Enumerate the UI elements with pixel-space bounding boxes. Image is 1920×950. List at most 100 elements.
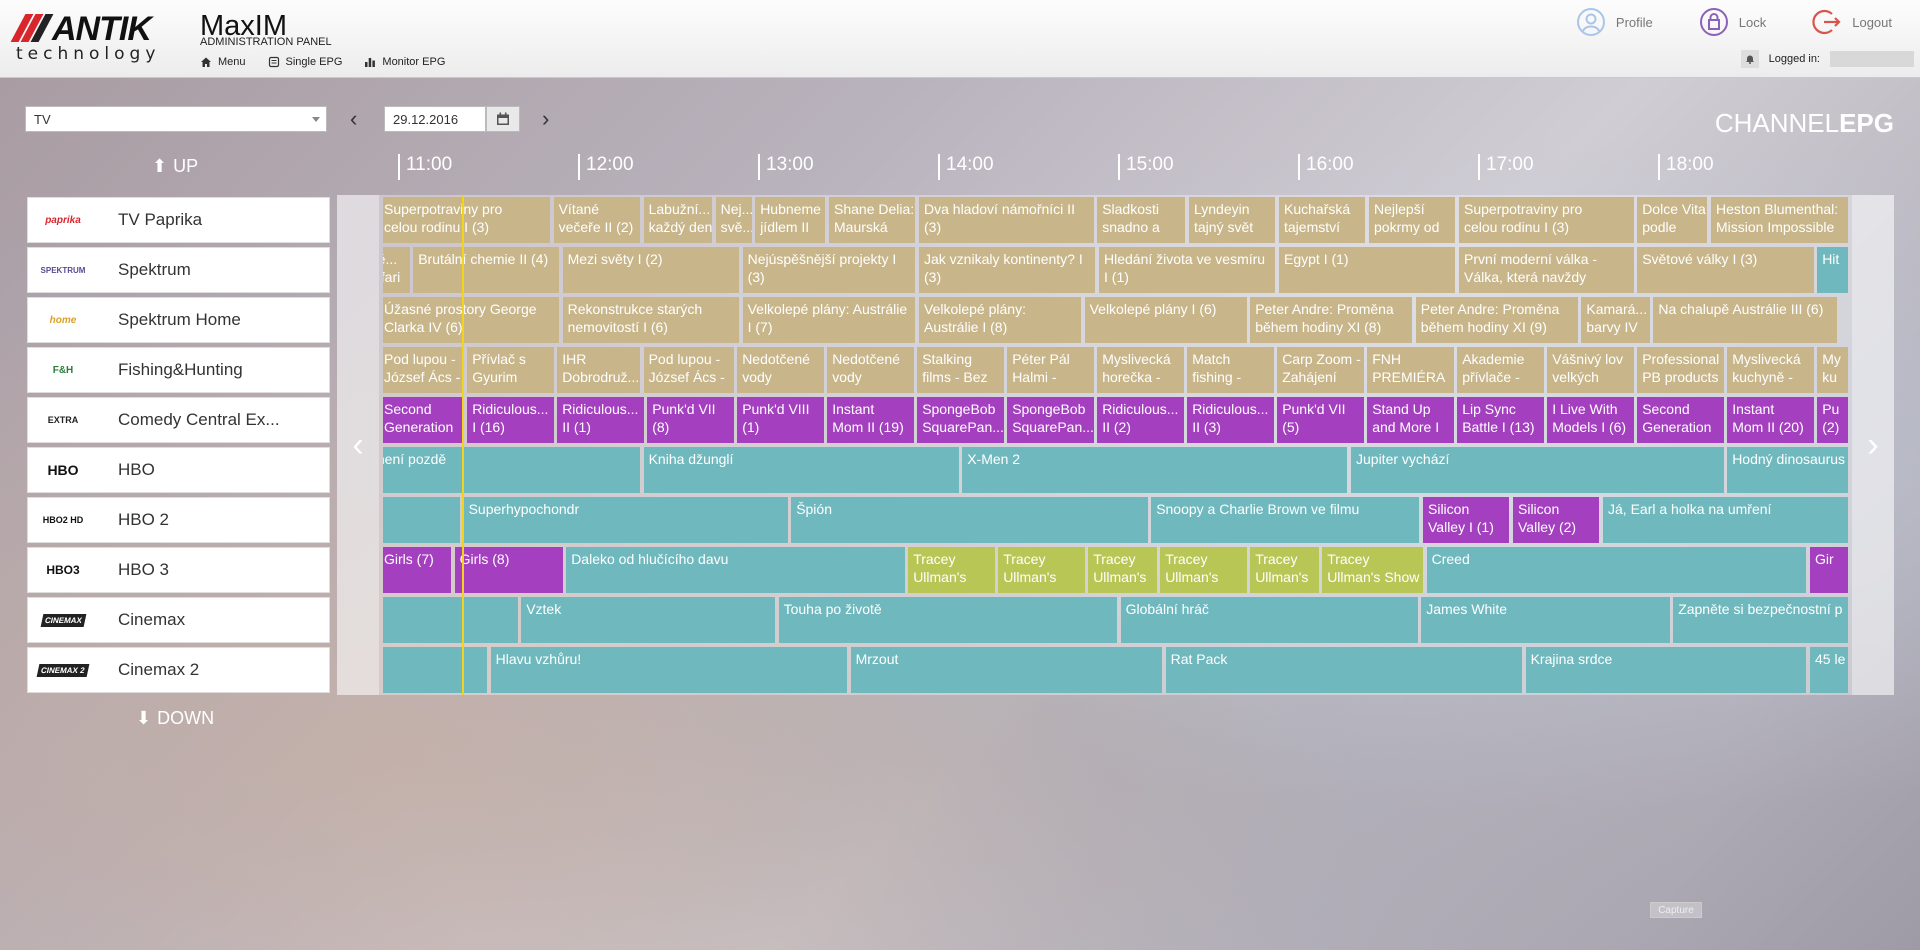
channel-row[interactable]: HBO2 HD HBO 2: [27, 497, 330, 543]
antik-logo[interactable]: ANTIK technology: [10, 10, 190, 64]
epg-programme[interactable]: Silicon Valley I (1): [1423, 497, 1510, 543]
epg-programme[interactable]: Dolce Vita podle: [1637, 197, 1708, 243]
epg-programme[interactable]: Stalking films - Bez: [917, 347, 1004, 393]
epg-programme[interactable]: Hubneme jídlem II: [755, 197, 826, 243]
epg-programme[interactable]: Rekonstrukce starých nemovitostí I (6): [562, 297, 739, 343]
channel-row[interactable]: EXTRA Comedy Central Ex...: [27, 397, 330, 443]
epg-programme[interactable]: Stand Up and More I: [1367, 397, 1454, 443]
epg-programme[interactable]: Second Generation: [1637, 397, 1724, 443]
epg-programme[interactable]: Úžasné prostory George Clarka IV (6): [383, 297, 559, 343]
epg-programme[interactable]: Vášnivý lov velkých: [1547, 347, 1634, 393]
epg-programme[interactable]: X-Men 2: [962, 447, 1348, 493]
epg-programme[interactable]: Instant Mom II (20): [1727, 397, 1814, 443]
epg-programme[interactable]: Akademie přívlače -: [1457, 347, 1544, 393]
epg-programme[interactable]: Mezi světy I (2): [562, 247, 739, 293]
epg-programme[interactable]: Second Generation: [383, 397, 464, 443]
epg-programme[interactable]: Labužní... každý den: [643, 197, 712, 243]
epg-programme[interactable]: [383, 497, 460, 543]
epg-programme[interactable]: FNH PREMIÉRA: [1367, 347, 1454, 393]
channel-row[interactable]: CINEMAX 2 Cinemax 2: [27, 647, 330, 693]
channels-up-button[interactable]: ⬆︎ UP: [152, 156, 198, 177]
epg-programme[interactable]: Silicon Valley (2): [1513, 497, 1600, 543]
epg-programme[interactable]: Peter Andre: Proměna během hodiny XI (9): [1415, 297, 1578, 343]
epg-programme[interactable]: Shane Delia: Maurská: [829, 197, 916, 243]
epg-programme[interactable]: Superpotraviny pro celou rodinu I (3): [383, 197, 550, 243]
epg-programme[interactable]: Daleko od hlučícího davu: [566, 547, 905, 593]
nav-menu[interactable]: Menu: [200, 56, 246, 68]
epg-programme[interactable]: Na chalupě Austrálie III (6): [1653, 297, 1837, 343]
epg-programme[interactable]: První moderní válka - Válka, která navždy: [1459, 247, 1634, 293]
epg-programme[interactable]: [383, 597, 518, 643]
nav-monitor-epg[interactable]: Monitor EPG: [364, 56, 445, 68]
epg-programme[interactable]: v není pozdě: [383, 447, 640, 493]
epg-programme[interactable]: 45 le: [1810, 647, 1848, 693]
epg-programme[interactable]: Creed: [1426, 547, 1807, 593]
epg-programme[interactable]: Professional PB products: [1637, 347, 1724, 393]
channels-down-button[interactable]: ⬇︎ DOWN: [136, 708, 214, 729]
epg-programme[interactable]: Punk'd VII (5): [1277, 397, 1364, 443]
epg-programme[interactable]: Myslivecká horečka -: [1097, 347, 1184, 393]
epg-programme[interactable]: Girls (8): [454, 547, 563, 593]
epg-programme[interactable]: Superhypochondr: [463, 497, 788, 543]
channel-row[interactable]: paprika TV Paprika: [27, 197, 330, 243]
epg-programme[interactable]: Ridiculous... II (1): [557, 397, 644, 443]
epg-programme[interactable]: Hlavu vzhůru!: [490, 647, 847, 693]
epg-programme[interactable]: Nej... svě...: [715, 197, 752, 243]
epg-programme[interactable]: Kniha džunglí: [643, 447, 959, 493]
epg-programme[interactable]: Jupiter vychází: [1351, 447, 1724, 493]
epg-programme[interactable]: Já, Earl a holka na umření: [1603, 497, 1848, 543]
epg-programme[interactable]: Pu (2): [1817, 397, 1848, 443]
epg-programme[interactable]: Světové války I (3): [1637, 247, 1814, 293]
epg-programme[interactable]: Nedotčené vody: [737, 347, 824, 393]
epg-programme[interactable]: Sladkosti snadno a: [1097, 197, 1186, 243]
lock-button[interactable]: Lock: [1699, 7, 1766, 37]
epg-programme[interactable]: SpongeBob SquarePan...: [917, 397, 1004, 443]
channel-row[interactable]: HBO HBO: [27, 447, 330, 493]
channel-row[interactable]: home Spektrum Home: [27, 297, 330, 343]
channel-row[interactable]: HBO3 HBO 3: [27, 547, 330, 593]
epg-programme[interactable]: Jak vznikaly kontinenty? I (3): [919, 247, 1096, 293]
epg-programme[interactable]: Ridiculous... II (2): [1097, 397, 1184, 443]
profile-button[interactable]: Profile: [1576, 7, 1653, 37]
channel-row[interactable]: F&H Fishing&Hunting: [27, 347, 330, 393]
epg-programme[interactable]: Punk'd VIII (1): [737, 397, 824, 443]
epg-programme[interactable]: Lip Sync Battle I (13): [1457, 397, 1544, 443]
date-input[interactable]: 29.12.2016: [384, 106, 486, 132]
nav-single-epg[interactable]: Single EPG: [268, 56, 342, 68]
epg-programme[interactable]: Zapněte si bezpečnostní p: [1673, 597, 1848, 643]
epg-programme[interactable]: Nejlepší pokrmy od: [1369, 197, 1456, 243]
capture-button[interactable]: Capture: [1650, 902, 1702, 918]
epg-programme[interactable]: Brutální chemie II (4): [413, 247, 559, 293]
epg-programme[interactable]: Kamará... barvy IV: [1581, 297, 1650, 343]
epg-programme[interactable]: Ridiculous... II (3): [1187, 397, 1274, 443]
epg-programme[interactable]: Superpotraviny pro celou rodinu I (3): [1459, 197, 1634, 243]
epg-programme[interactable]: Lyndeyin tajný svět: [1189, 197, 1276, 243]
epg-programme[interactable]: Vztek: [521, 597, 775, 643]
epg-programme[interactable]: Punk'd VII (8): [647, 397, 734, 443]
epg-programme[interactable]: Match fishing -: [1187, 347, 1274, 393]
epg-programme[interactable]: Girls (7): [383, 547, 451, 593]
logout-button[interactable]: Logout: [1812, 7, 1892, 37]
epg-programme[interactable]: SpongeBob SquarePan...: [1007, 397, 1094, 443]
epg-programme[interactable]: IHR Dobrodruž...: [557, 347, 640, 393]
bell-icon[interactable]: [1740, 50, 1759, 68]
epg-programme[interactable]: Nedotčené vody: [827, 347, 914, 393]
epg-programme[interactable]: Dva hladoví námořníci II (3): [919, 197, 1094, 243]
epg-programme[interactable]: Velkolepé plány: Austrálie I (7): [742, 297, 916, 343]
epg-programme[interactable]: Tracey Ullman's: [1160, 547, 1247, 593]
epg-programme[interactable]: Ridiculous... I (16): [467, 397, 554, 443]
epg-programme[interactable]: Péter Pál Halmi -: [1007, 347, 1094, 393]
epg-programme[interactable]: Velkolepé plány: Austrálie I (8): [919, 297, 1081, 343]
epg-programme[interactable]: My ku: [1817, 347, 1848, 393]
epg-programme[interactable]: Tracey Ullman's Show: [1322, 547, 1423, 593]
epg-programme[interactable]: Vítané večeře II (2): [553, 197, 640, 243]
epg-programme[interactable]: Gir: [1810, 547, 1848, 593]
epg-programme[interactable]: Pod lupou - József Ács -: [643, 347, 734, 393]
epg-programme[interactable]: Globální hráč: [1120, 597, 1418, 643]
epg-programme[interactable]: [383, 647, 487, 693]
epg-programme[interactable]: Tracey Ullman's: [908, 547, 995, 593]
epg-programme[interactable]: Tracey Ullman's: [998, 547, 1085, 593]
epg-programme[interactable]: Krajina srdce: [1525, 647, 1807, 693]
scroll-right-button[interactable]: ›: [1852, 195, 1894, 695]
epg-programme[interactable]: Touha po životě: [778, 597, 1117, 643]
